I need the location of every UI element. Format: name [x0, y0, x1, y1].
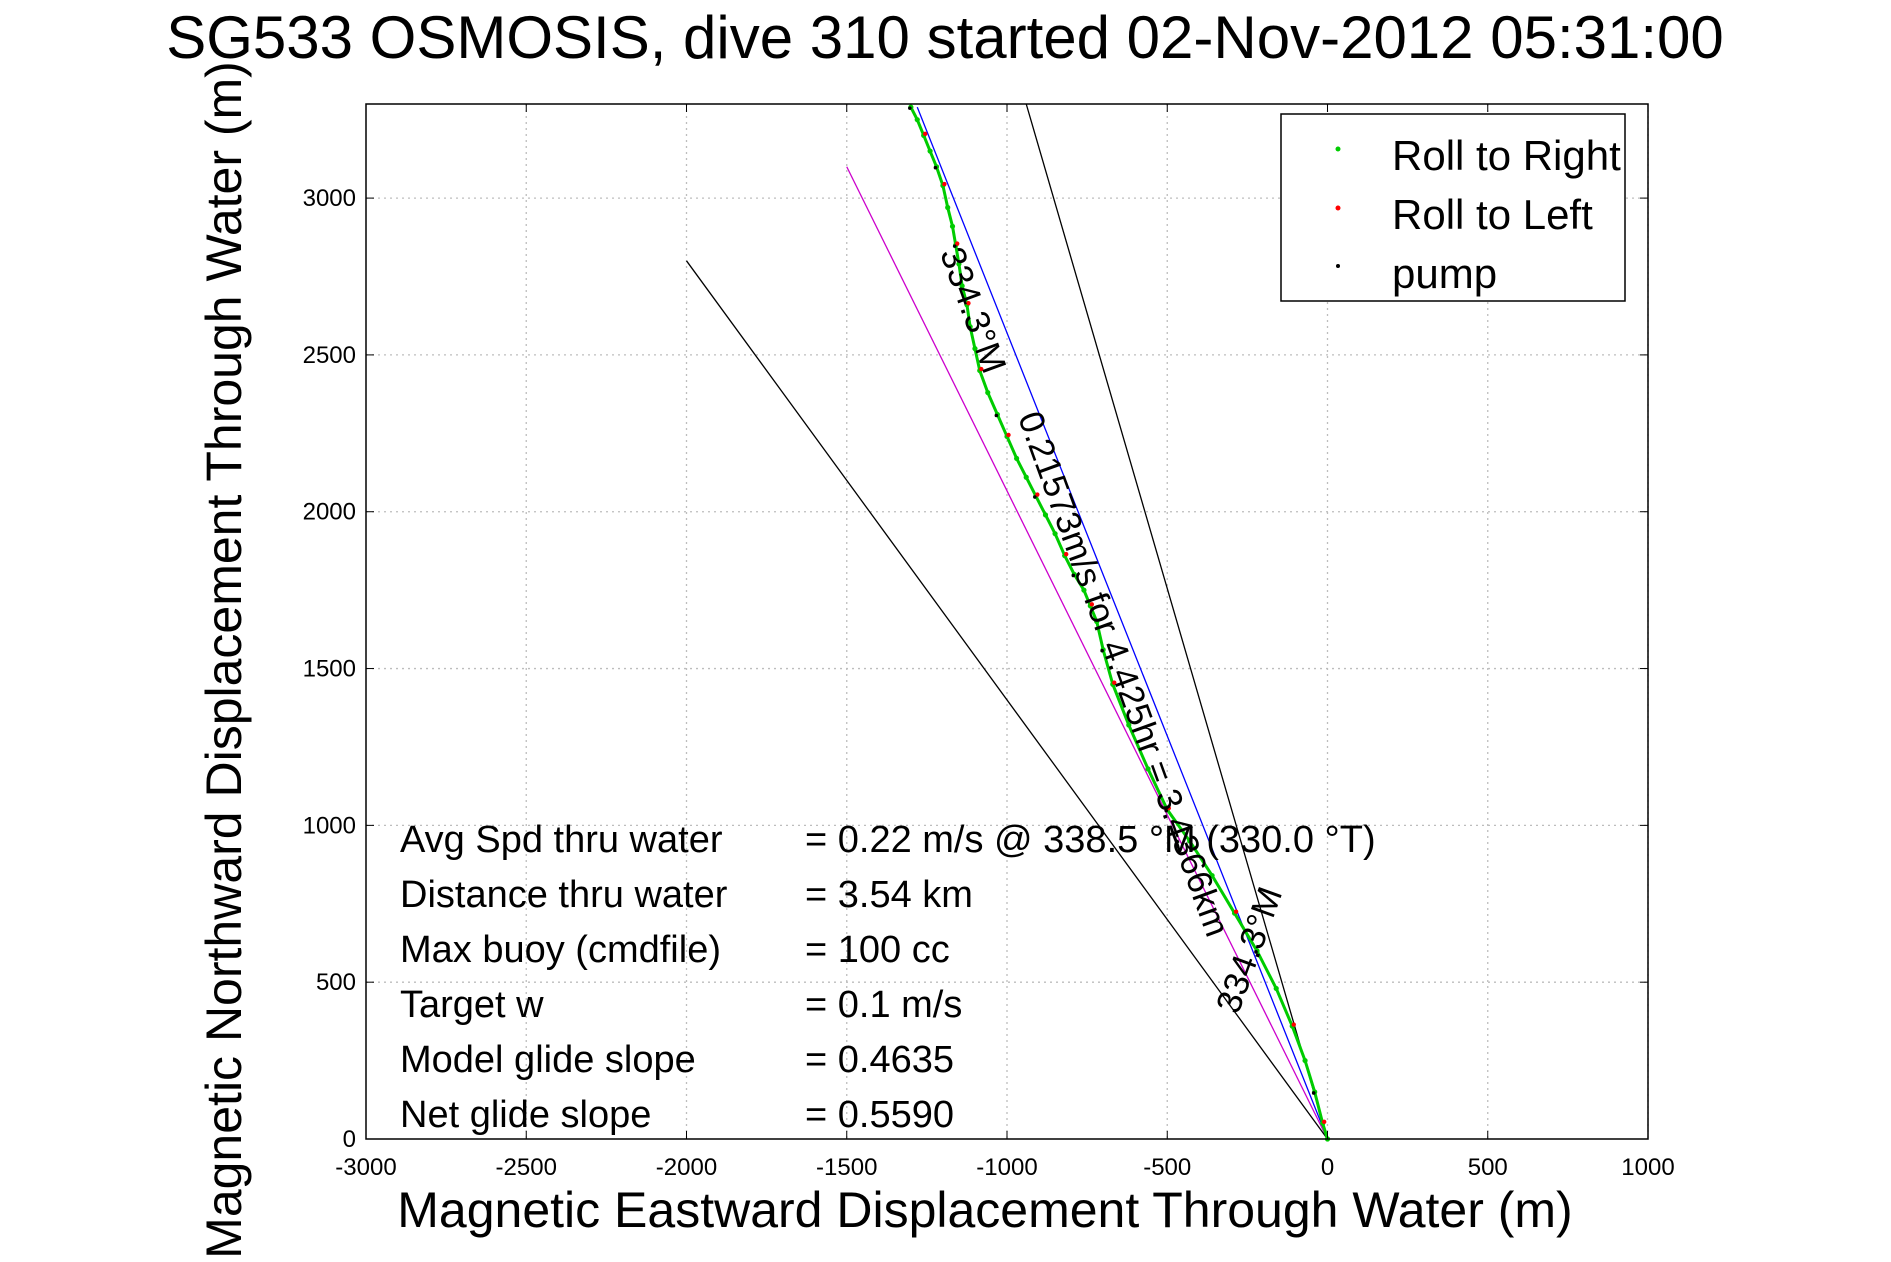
data-point-pump: [1311, 1091, 1316, 1095]
data-point-roll-right: [945, 204, 951, 211]
reference-line: [846, 166, 1329, 1140]
data-point-roll-left: [942, 181, 947, 187]
track-series: [908, 104, 1331, 1142]
y-tick-label: 0: [343, 1126, 356, 1153]
data-point-pump: [933, 165, 938, 170]
reference-line: [916, 106, 1329, 1140]
stat-value: = 0.1 m/s: [805, 984, 962, 1026]
reference-line: [685, 260, 1329, 1140]
data-point-roll-left: [1166, 805, 1171, 811]
stat-value: = 100 cc: [805, 929, 950, 971]
data-point-roll-right: [1126, 722, 1132, 728]
stat-value: = 0.5590: [805, 1094, 954, 1136]
legend-label-roll-left: Roll to Left: [1392, 191, 1593, 238]
x-tick-label: -2000: [656, 1154, 717, 1181]
x-tick-label: 1000: [1621, 1154, 1674, 1181]
stats-block: Avg Spd thru water = 0.22 m/s @ 338.5 °M …: [400, 819, 1376, 1136]
data-point-roll-left: [1291, 1022, 1296, 1027]
legend-marker-roll-left: [1335, 205, 1341, 211]
data-point-roll-left: [979, 366, 984, 372]
y-tick-label: 500: [316, 969, 356, 996]
data-point-pump: [1071, 573, 1076, 578]
data-point-roll-right: [927, 148, 933, 154]
data-point-roll-right: [1145, 766, 1151, 772]
stat-label: Net glide slope: [400, 1094, 651, 1136]
stat-value: = 0.4635: [805, 1039, 954, 1081]
data-point-roll-right: [1014, 455, 1020, 462]
legend-entry-roll-right: Roll to Right: [1335, 132, 1621, 179]
reference-lines: [685, 103, 1329, 1140]
data-point-roll-left: [955, 241, 960, 246]
data-point-pump: [1033, 495, 1037, 499]
stat-value: = 0.22 m/s @ 338.5 °M (330.0 °T): [805, 819, 1376, 861]
x-tick-label: 500: [1468, 1154, 1508, 1181]
data-point-pump: [952, 244, 957, 248]
data-point-roll-right: [949, 223, 956, 229]
reference-line: [1025, 103, 1329, 1140]
data-point-roll-left: [1035, 492, 1040, 497]
x-tick-label: -500: [1143, 1154, 1191, 1181]
stat-label: Target w: [400, 984, 544, 1026]
x-axis-label: Magnetic Eastward Displacement Through W…: [397, 1182, 1572, 1238]
stat-label: Max buoy (cmdfile): [400, 929, 721, 971]
y-tick-label: 1000: [303, 812, 356, 839]
legend-marker-roll-right: [1335, 146, 1341, 152]
data-point-roll-right: [1042, 512, 1049, 518]
data-point-pump: [967, 325, 971, 330]
data-point-roll-right: [956, 261, 962, 267]
legend-entry-pump: pump: [1336, 250, 1497, 297]
legend: Roll to Right Roll to Left pump: [1280, 113, 1626, 302]
legend-marker-pump: [1336, 264, 1340, 268]
data-point-roll-left: [1321, 1119, 1327, 1125]
data-point-roll-left: [1063, 551, 1069, 557]
data-point-roll-right: [1273, 985, 1279, 992]
data-point-roll-left: [966, 301, 971, 306]
y-tick-label: 2500: [303, 342, 356, 369]
chart-title: SG533 OSMOSIS, dive 310 started 02-Nov-2…: [166, 4, 1724, 71]
x-tick-label: 0: [1321, 1154, 1334, 1181]
stat-label: Model glide slope: [400, 1039, 696, 1081]
stat-label: Avg Spd thru water: [400, 819, 723, 861]
data-point-pump: [1100, 648, 1104, 653]
stat-value: = 3.54 km: [805, 874, 973, 916]
legend-entry-roll-left: Roll to Left: [1335, 191, 1593, 238]
x-tick-label: -1000: [976, 1154, 1037, 1181]
y-axis-label: Magnetic Northward Displacement Through …: [196, 61, 252, 1259]
data-point-roll-left: [1112, 680, 1117, 685]
stat-label: Distance thru water: [400, 874, 728, 916]
data-point-pump: [908, 106, 912, 110]
y-tick-label: 2000: [303, 499, 356, 526]
data-point-roll-right: [1023, 474, 1029, 480]
data-point-roll-left: [1089, 602, 1095, 607]
data-point-roll-right: [1094, 618, 1100, 625]
y-tick-label: 1500: [303, 656, 356, 683]
data-point-roll-left: [1006, 432, 1011, 438]
x-tick-label: -1500: [816, 1154, 877, 1181]
data-point-roll-right: [985, 389, 991, 396]
data-point-roll-left: [1233, 909, 1239, 914]
data-point-roll-right: [972, 346, 978, 352]
data-point-pump: [1164, 808, 1169, 813]
data-point-roll-left: [922, 131, 928, 137]
data-point-roll-right: [914, 117, 920, 123]
legend-label-pump: pump: [1392, 250, 1497, 297]
legend-label-roll-right: Roll to Right: [1392, 132, 1621, 179]
data-point-roll-right: [1302, 1057, 1308, 1064]
data-point-pump: [994, 413, 999, 418]
data-point-roll-right: [1081, 587, 1087, 593]
data-point-pump: [1254, 950, 1258, 954]
data-point-roll-right: [1052, 531, 1058, 537]
axis-ticks: -3000 -2500 -2000 -1500 -1000 -500 0 500 1000 0 50…: [303, 104, 1675, 1181]
data-point-roll-right: [1187, 838, 1193, 844]
x-tick-label: -3000: [335, 1154, 396, 1181]
data-point-roll-right: [1209, 872, 1215, 879]
y-tick-label: 3000: [303, 185, 356, 212]
x-tick-label: -2500: [496, 1154, 557, 1181]
data-point-roll-right: [959, 283, 965, 289]
